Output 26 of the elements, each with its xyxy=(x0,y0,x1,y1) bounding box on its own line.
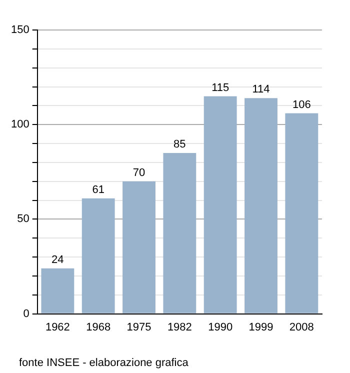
x-tick-label: 1999 xyxy=(248,321,274,334)
y-tick-label: 150 xyxy=(10,24,30,36)
bar xyxy=(41,268,74,314)
bar xyxy=(244,98,278,314)
data-label: 70 xyxy=(132,166,146,179)
data-label: 114 xyxy=(252,84,270,96)
data-label: 115 xyxy=(212,82,230,94)
x-tick-label: 1968 xyxy=(86,321,111,334)
x-tick-label: 1962 xyxy=(45,321,70,334)
x-tick-label: 1975 xyxy=(126,321,152,334)
x-tick-label: 1990 xyxy=(208,321,233,334)
data-label: 106 xyxy=(292,98,311,111)
bar xyxy=(163,152,196,314)
bar xyxy=(122,181,156,314)
x-tick-label: 1982 xyxy=(167,321,192,334)
y-tick-label: 50 xyxy=(17,213,30,226)
data-label: 24 xyxy=(52,254,64,266)
y-tick-label: 0 xyxy=(23,308,30,320)
bar xyxy=(285,113,318,314)
bar xyxy=(204,96,237,314)
data-label: 85 xyxy=(174,138,186,151)
data-label: 61 xyxy=(92,184,104,196)
y-tick-label: 100 xyxy=(10,118,30,131)
x-tick-label: 2008 xyxy=(289,321,314,334)
source-note: fonte INSEE - elaborazione grafica xyxy=(19,357,190,369)
bar xyxy=(82,198,115,314)
